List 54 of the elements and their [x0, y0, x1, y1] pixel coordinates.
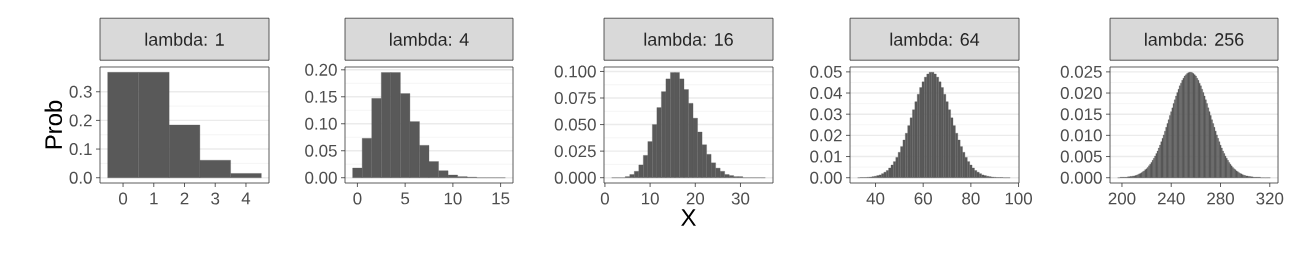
y-tick-label: 0.010	[1060, 129, 1102, 142]
x-tick-label: 80	[962, 192, 980, 205]
y-tick-label: 0.05	[810, 65, 842, 78]
chart-title: lambda: 1	[145, 32, 224, 46]
x-tick-label: 320	[1256, 192, 1284, 205]
y-tick-label: 0.00	[810, 171, 842, 184]
x-tick-label: 20	[686, 192, 705, 205]
y-tick-label: 0.15	[305, 90, 337, 103]
x-tick-label: 15	[492, 192, 510, 205]
y-tick-label: 0.015	[1060, 108, 1102, 121]
x-tick-label: 10	[641, 192, 659, 205]
y-tick-label: 0.025	[1060, 65, 1102, 78]
y-tick-label: 0.0	[69, 171, 92, 184]
y-tick-label: 0.100	[554, 65, 596, 78]
y-tick-label: 0.2	[69, 114, 92, 127]
x-tick-label: 240	[1157, 192, 1185, 205]
x-tick-label: 100	[1005, 192, 1033, 205]
y-tick-label: 0.04	[810, 87, 842, 100]
y-tick-label: 0.03	[810, 108, 842, 121]
x-tick-label: 5	[401, 192, 410, 205]
y-tick-label: 0.025	[554, 145, 596, 158]
y-tick-label: 0.020	[1060, 87, 1102, 100]
y-tick-label: 0.000	[554, 171, 596, 184]
y-tick-label: 0.00	[305, 171, 337, 184]
x-tick-label: 0	[119, 192, 128, 205]
x-tick-label: 3	[211, 192, 220, 205]
y-axis-title: Prob	[44, 100, 63, 149]
x-tick-label: 40	[866, 192, 885, 205]
x-tick-label: 280	[1207, 192, 1234, 205]
y-tick-label: 0.01	[810, 150, 842, 163]
y-tick-label: 0.000	[1060, 171, 1102, 184]
chart-title: lambda: 4	[390, 32, 469, 46]
x-tick-label: 10	[444, 192, 462, 205]
y-tick-label: 0.050	[554, 118, 596, 131]
x-tick-label: 0	[600, 192, 609, 205]
y-tick-label: 0.20	[305, 63, 337, 76]
y-tick-label: 0.075	[554, 92, 596, 105]
y-tick-label: 0.1	[69, 143, 92, 156]
y-tick-label: 0.10	[305, 117, 337, 130]
x-tick-label: 200	[1108, 192, 1136, 205]
x-tick-label: 60	[914, 192, 932, 205]
x-tick-label: 0	[353, 192, 362, 205]
chart-title: lambda: 64	[890, 32, 980, 46]
y-tick-label: 0.005	[1060, 150, 1102, 163]
x-tick-label: 1	[150, 192, 158, 205]
y-tick-label: 0.02	[810, 129, 842, 142]
x-tick-label: 2	[180, 192, 189, 205]
x-tick-label: 30	[731, 192, 750, 205]
y-tick-label: 0.05	[305, 144, 337, 157]
chart-title: lambda: 256	[1145, 32, 1244, 46]
x-tick-label: 4	[241, 192, 251, 205]
y-tick-label: 0.3	[69, 85, 92, 98]
x-axis-title: X	[681, 209, 696, 226]
chart-title: lambda: 16	[644, 32, 733, 46]
